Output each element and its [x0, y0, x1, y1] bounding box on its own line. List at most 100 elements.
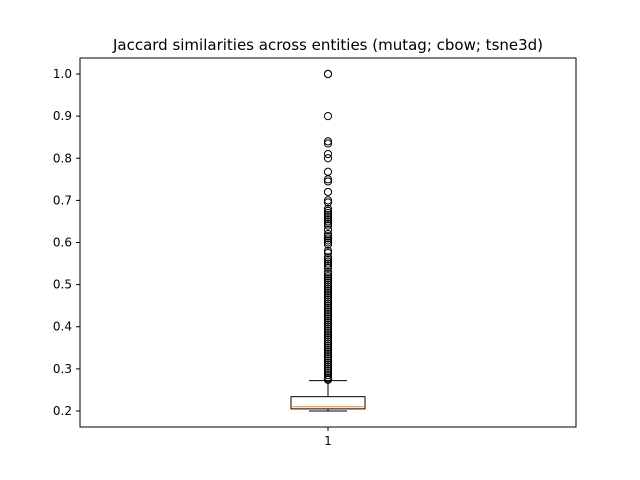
- outlier-point: [323, 337, 333, 346]
- outlier-point: [323, 112, 333, 121]
- outlier-point: [323, 137, 333, 146]
- outlier-point: [323, 362, 333, 371]
- outlier-point: [323, 238, 333, 247]
- outlier-point: [323, 286, 333, 296]
- outlier-point: [323, 187, 333, 197]
- y-tick-label: 0.3: [53, 362, 72, 376]
- y-tick-label: 0.8: [53, 151, 72, 165]
- outlier-point: [323, 360, 333, 369]
- outlier-point: [323, 312, 333, 321]
- outlier-point: [323, 328, 333, 338]
- outlier-point: [323, 149, 333, 159]
- outlier-point: [323, 246, 333, 256]
- outlier-point: [323, 278, 333, 287]
- outlier-point: [323, 225, 333, 234]
- outlier-point: [323, 322, 333, 331]
- y-tick-label: 0.9: [53, 109, 72, 123]
- y-tick-label: 1.0: [53, 67, 72, 81]
- outlier-point: [323, 267, 333, 277]
- outlier-point: [323, 280, 333, 289]
- outlier-point: [323, 208, 333, 218]
- outlier-point: [323, 293, 333, 302]
- outlier-point: [323, 274, 333, 283]
- plot-area: [290, 69, 366, 412]
- outlier-point: [323, 335, 333, 344]
- outlier-point: [323, 217, 333, 226]
- outlier-point: [323, 358, 333, 367]
- outlier-point: [323, 269, 333, 279]
- y-tick-label: 0.5: [53, 278, 72, 292]
- outlier-point: [323, 339, 333, 348]
- outlier-point: [323, 219, 333, 228]
- outlier-point: [323, 259, 333, 268]
- outlier-point: [323, 347, 333, 357]
- outlier-point: [323, 295, 333, 304]
- chart-title: Jaccard similarities across entities (mu…: [112, 36, 543, 54]
- outlier-point: [323, 196, 333, 205]
- outlier-point: [323, 198, 333, 207]
- outlier-point: [323, 297, 333, 306]
- outlier-point: [323, 324, 333, 333]
- outlier-point: [323, 364, 333, 373]
- outlier-point: [323, 282, 333, 291]
- outlier-point: [323, 345, 333, 355]
- outlier-point: [323, 154, 333, 163]
- outlier-point: [323, 248, 333, 258]
- outlier-point: [323, 229, 333, 239]
- outlier-point: [323, 375, 333, 384]
- outlier-point: [323, 354, 333, 363]
- outlier-point: [323, 314, 333, 323]
- outlier-point: [323, 213, 333, 222]
- outlier-point: [323, 310, 333, 319]
- y-axis: 0.2 0.3 0.4 0.5 0.6 0.7 0.8 0.9 1.0: [53, 67, 80, 418]
- outlier-point: [323, 257, 333, 266]
- y-tick-label: 0.7: [53, 193, 72, 207]
- outlier-point: [323, 371, 333, 380]
- outlier-point: [323, 232, 333, 241]
- iqr-box: [290, 396, 366, 410]
- outlier-point: [323, 211, 333, 220]
- outlier-point: [323, 261, 333, 270]
- outlier-point: [323, 263, 333, 272]
- outlier-point: [323, 276, 333, 285]
- outlier-point: [323, 301, 333, 310]
- outlier-point: [323, 320, 333, 329]
- outlier-point: [323, 69, 333, 79]
- outlier-point: [323, 175, 333, 184]
- outlier-point: [323, 288, 333, 298]
- outlier-point: [323, 204, 333, 213]
- outlier-point: [323, 284, 333, 293]
- y-tick-label: 0.6: [53, 236, 72, 250]
- outlier-point: [323, 356, 333, 365]
- outlier-point: [323, 240, 333, 249]
- outlier-point: [323, 272, 333, 281]
- outlier-point: [323, 343, 333, 352]
- x-axis: 1: [324, 427, 332, 448]
- outlier-point: [323, 305, 333, 314]
- outlier-point: [323, 299, 333, 308]
- outlier-point: [323, 206, 333, 216]
- y-tick-label: 0.2: [53, 404, 72, 418]
- outlier-point: [323, 167, 333, 176]
- outlier-point: [323, 331, 333, 340]
- outlier-point: [323, 303, 333, 312]
- outlier-point: [323, 326, 333, 336]
- outlier-point: [323, 316, 333, 325]
- outlier-point: [323, 291, 333, 300]
- outlier-point: [323, 341, 333, 350]
- outlier-point: [323, 333, 333, 342]
- outlier-point: [323, 215, 333, 224]
- outlier-point: [323, 255, 333, 264]
- outlier-point: [323, 177, 333, 186]
- outlier-point: [323, 352, 333, 361]
- outlier-point: [323, 318, 333, 327]
- outlier-point: [323, 307, 333, 317]
- outlier-point: [323, 234, 333, 243]
- outlier-point: [323, 253, 333, 262]
- outlier-point: [323, 139, 333, 148]
- outlier-point: [323, 350, 333, 359]
- y-tick-label: 0.4: [53, 320, 72, 334]
- outlier-point: [323, 236, 333, 245]
- outlier-point: [323, 221, 333, 230]
